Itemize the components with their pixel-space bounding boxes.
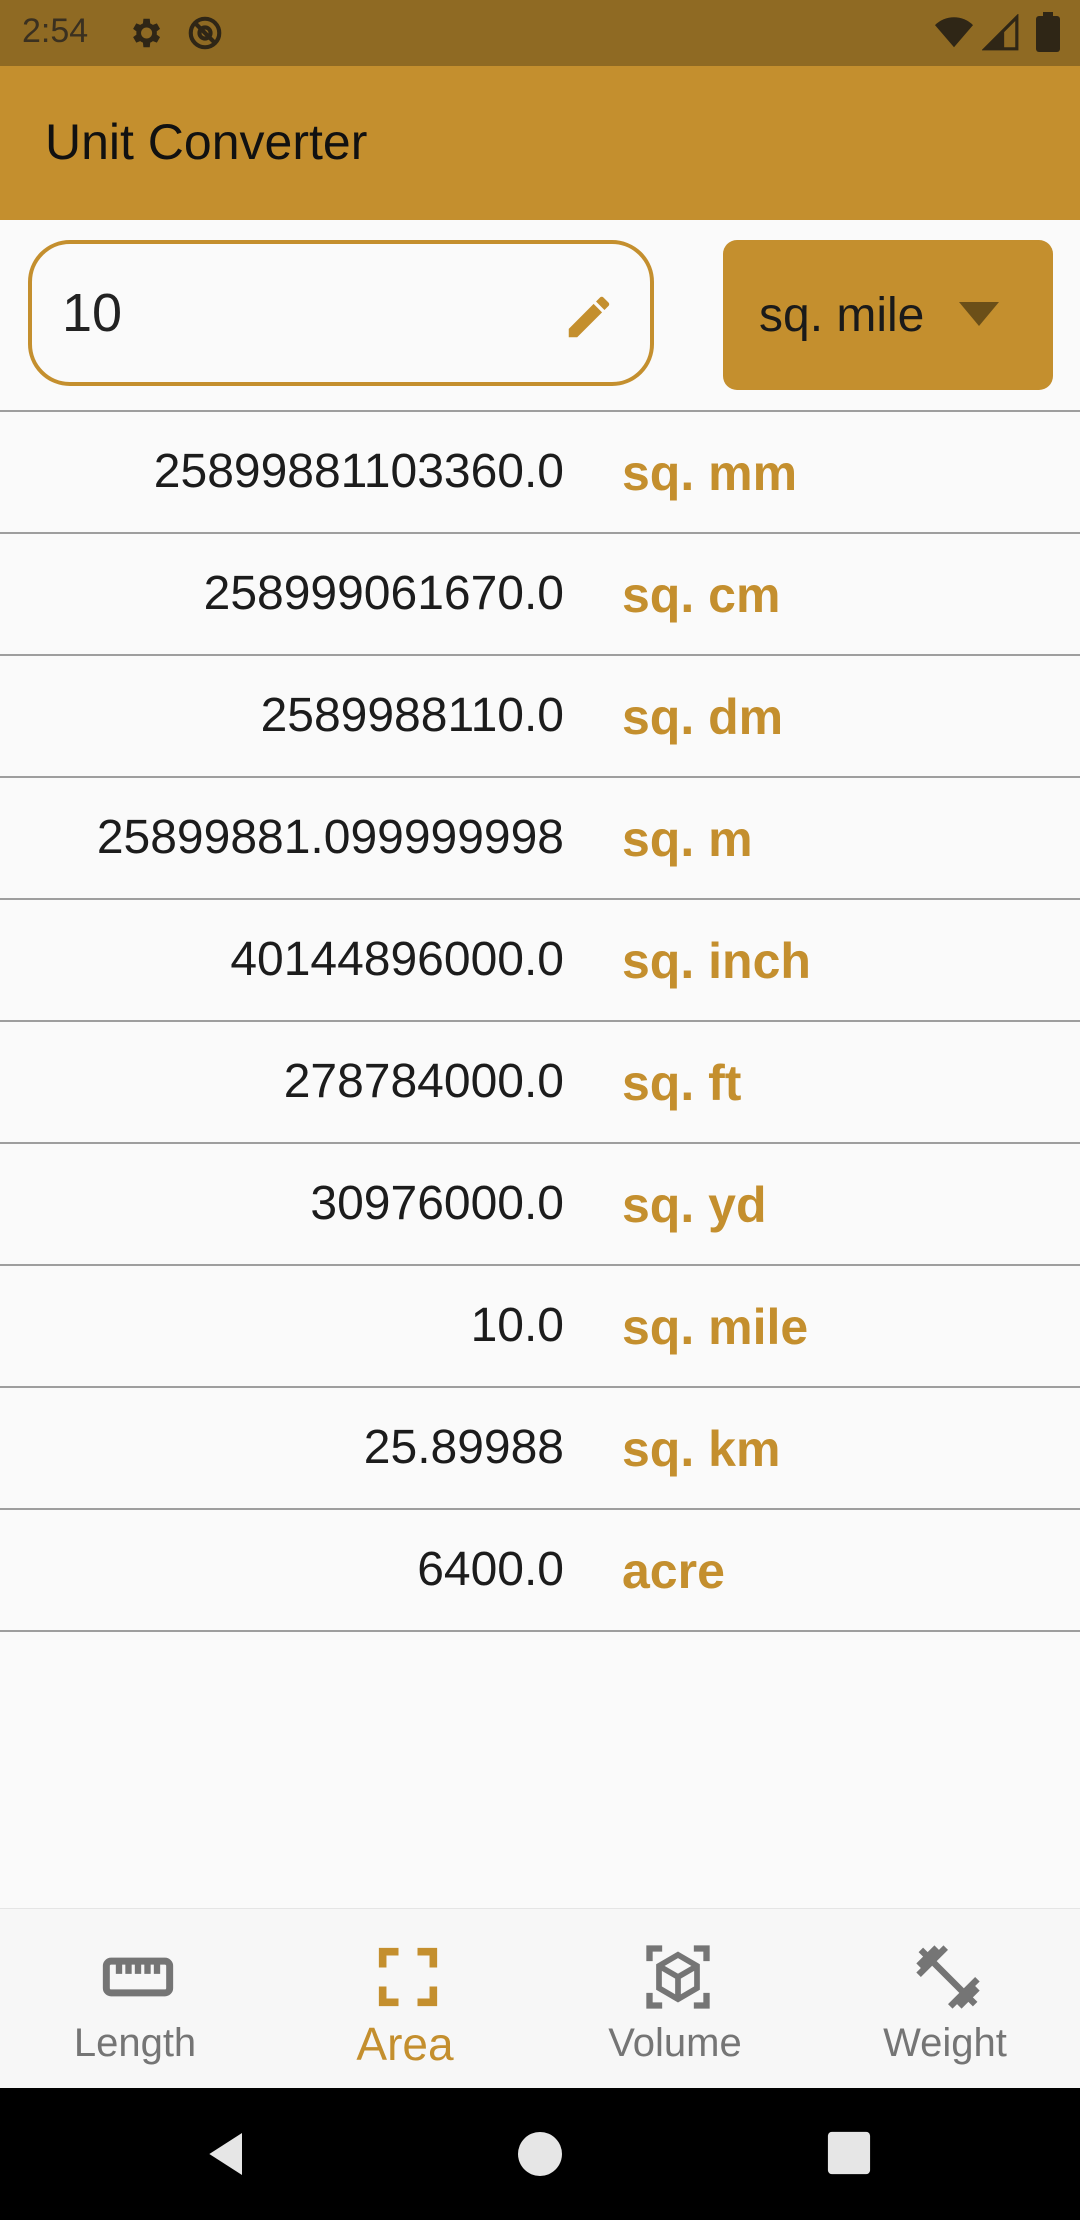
value-input-text[interactable]: 10 (62, 283, 123, 343)
back-icon[interactable] (200, 2126, 256, 2182)
system-navigation-bar (0, 2088, 1080, 2220)
results-list: 25899881103360.0 sq. mm 258999061670.0 s… (0, 410, 1080, 1632)
list-item: 6400.0 acre (0, 1508, 1080, 1632)
list-item: 10.0 sq. mile (0, 1264, 1080, 1386)
recent-apps-icon[interactable] (826, 2130, 872, 2176)
list-item: 30976000.0 sq. yd (0, 1142, 1080, 1264)
pencil-icon (568, 296, 610, 338)
list-item: 278784000.0 sq. ft (0, 1020, 1080, 1142)
app-bar: Unit Converter (0, 66, 1080, 220)
result-unit: sq. yd (622, 1177, 767, 1233)
result-unit: sq. cm (622, 567, 781, 623)
result-value: 278784000.0 (283, 1055, 564, 1108)
nav-label-area: Area (356, 2018, 454, 2070)
gear-icon (133, 18, 161, 48)
value-input[interactable]: 10 (28, 240, 654, 386)
page-title: Unit Converter (45, 114, 368, 170)
nav-label-volume: Volume (608, 2021, 742, 2065)
dropdown-arrow-icon (959, 302, 999, 326)
result-value: 30976000.0 (310, 1177, 564, 1230)
status-bar: 2:54 (0, 0, 1080, 66)
wifi-icon (935, 17, 973, 48)
result-value: 25899881.099999998 (96, 811, 564, 864)
signal-icon (982, 14, 1019, 51)
at-sign-icon (188, 16, 222, 50)
result-unit: acre (622, 1543, 725, 1599)
nav-item-weight[interactable]: Weight (810, 1909, 1080, 2089)
list-item: 25.89988 sq. km (0, 1386, 1080, 1508)
list-item: 2589988110.0 sq. dm (0, 654, 1080, 776)
nav-item-length[interactable]: Length (0, 1909, 270, 2089)
result-value: 2589988110.0 (260, 689, 564, 742)
status-time: 2:54 (22, 12, 89, 50)
unit-dropdown-label: sq. mile (759, 289, 925, 342)
nav-item-area[interactable]: Area (270, 1909, 540, 2089)
bottom-navigation: Length Area Volume Weight (0, 1908, 1080, 2089)
ruler-icon (102, 1957, 174, 1997)
dumbbell-icon (916, 1945, 980, 2009)
result-unit: sq. m (622, 811, 753, 867)
list-item: 258999061670.0 sq. cm (0, 532, 1080, 654)
result-value: 25899881103360.0 (153, 445, 564, 498)
home-icon[interactable] (516, 2130, 564, 2178)
result-value: 10.0 (470, 1299, 564, 1352)
result-unit: sq. ft (622, 1055, 742, 1111)
result-unit: sq. mile (622, 1299, 809, 1355)
nav-item-volume[interactable]: Volume (540, 1909, 810, 2089)
result-value: 6400.0 (417, 1543, 564, 1596)
result-unit: sq. inch (622, 933, 811, 989)
battery-icon (1036, 12, 1060, 52)
unit-dropdown[interactable]: sq. mile (723, 240, 1053, 390)
result-value: 258999061670.0 (203, 567, 564, 620)
list-item: 25899881103360.0 sq. mm (0, 410, 1080, 532)
result-value: 40144896000.0 (230, 933, 564, 986)
result-unit: sq. mm (622, 445, 798, 501)
area-icon (378, 1947, 438, 2007)
list-item: 40144896000.0 sq. inch (0, 898, 1080, 1020)
result-unit: sq. km (622, 1421, 781, 1477)
nav-label-length: Length (73, 2021, 197, 2065)
list-item: 25899881.099999998 sq. m (0, 776, 1080, 898)
cube-icon (646, 1945, 710, 2009)
nav-label-weight: Weight (883, 2021, 1007, 2065)
result-value: 25.89988 (363, 1421, 564, 1474)
result-unit: sq. dm (622, 689, 784, 745)
